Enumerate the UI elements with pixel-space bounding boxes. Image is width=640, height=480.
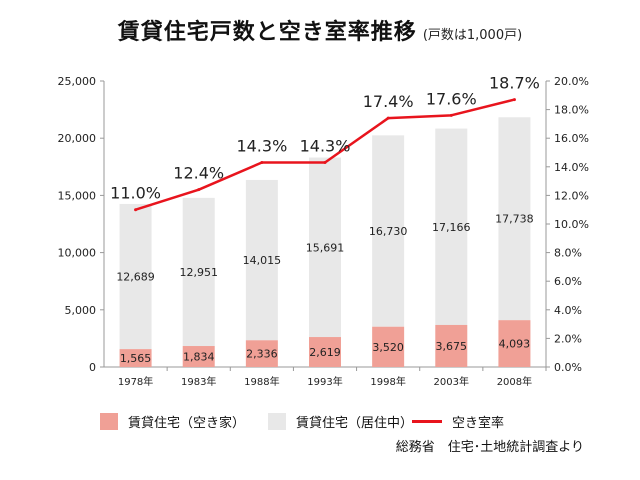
legend-label-occupied: 賃貸住宅（居住中） bbox=[296, 416, 414, 431]
bar-label-occupied: 12,689 bbox=[116, 271, 155, 284]
vacancy-rate-label: 14.3% bbox=[300, 137, 351, 156]
x-tick-label: 1978年 bbox=[118, 375, 153, 388]
bar-label-vacant: 2,336 bbox=[246, 348, 278, 361]
x-tick-label: 1998年 bbox=[370, 375, 405, 388]
y-left-tick-label: 10,000 bbox=[58, 247, 97, 260]
bar-label-vacant: 3,675 bbox=[436, 340, 468, 353]
y-right-tick-label: 6.0% bbox=[554, 275, 582, 288]
x-tick-label: 1993年 bbox=[307, 375, 342, 388]
chart-title-text: 賃貸住宅戸数と空き室率推移 bbox=[117, 20, 417, 45]
vacancy-rate-label: 17.6% bbox=[426, 89, 477, 108]
legend-item-vacant: 賃貸住宅（空き家） bbox=[100, 412, 245, 431]
bar-occupied bbox=[245, 179, 278, 341]
vacancy-rate-label: 14.3% bbox=[236, 137, 287, 156]
bar-occupied bbox=[435, 128, 468, 325]
bar-vacant bbox=[245, 340, 278, 367]
bar-label-vacant: 1,565 bbox=[120, 352, 152, 365]
vacancy-rate-point bbox=[323, 161, 327, 165]
y-right-tick-label: 18.0% bbox=[554, 104, 589, 117]
y-right-tick-label: 2.0% bbox=[554, 332, 582, 345]
bar-occupied bbox=[182, 197, 215, 347]
bar-vacant bbox=[119, 349, 152, 367]
legend-swatch-vacant bbox=[100, 413, 118, 430]
y-right-tick-label: 14.0% bbox=[554, 161, 589, 174]
vacancy-rate-point bbox=[134, 208, 138, 212]
bar-label-occupied: 15,691 bbox=[306, 241, 345, 254]
y-right-tick-label: 0.0% bbox=[554, 361, 582, 374]
y-left-tick-label: 20,000 bbox=[58, 132, 97, 145]
y-left-tick-label: 5,000 bbox=[65, 304, 97, 317]
legend-label-vacancy-rate: 空き室率 bbox=[452, 416, 505, 431]
legend-label-vacant: 賃貸住宅（空き家） bbox=[128, 416, 246, 431]
vacancy-rate-point bbox=[449, 113, 453, 117]
y-left-tick-label: 15,000 bbox=[58, 189, 97, 202]
legend-swatch-occupied bbox=[268, 413, 286, 430]
vacancy-rate-label: 18.7% bbox=[489, 74, 540, 93]
bar-vacant bbox=[498, 320, 531, 367]
vacancy-rate-label: 12.4% bbox=[173, 164, 224, 183]
y-right-tick-label: 16.0% bbox=[554, 132, 589, 145]
vacancy-rate-label: 11.0% bbox=[110, 184, 161, 203]
bar-label-vacant: 1,834 bbox=[183, 351, 215, 364]
vacancy-rate-point bbox=[512, 98, 516, 102]
chart-title: 賃貸住宅戸数と空き室率推移 (戸数は1,000戸) bbox=[0, 14, 640, 46]
source-note: 総務省 住宅･土地統計調査より bbox=[395, 440, 584, 455]
bar-vacant bbox=[372, 326, 405, 367]
bar-occupied bbox=[372, 135, 405, 327]
x-tick-label: 1983年 bbox=[181, 375, 216, 388]
legend: 賃貸住宅（空き家） 賃貸住宅（居住中） 空き室率 bbox=[100, 412, 620, 434]
bar-occupied bbox=[498, 117, 531, 321]
bar-occupied bbox=[119, 203, 152, 350]
y-right-tick-label: 4.0% bbox=[554, 304, 582, 317]
vacancy-rate-label: 17.4% bbox=[363, 92, 414, 111]
bar-label-occupied: 14,015 bbox=[243, 254, 282, 267]
bar-vacant bbox=[309, 337, 341, 367]
x-tick-label: 2008年 bbox=[497, 375, 532, 388]
y-right-tick-label: 20.0% bbox=[554, 75, 589, 88]
legend-item-vacancy-rate: 空き室率 bbox=[412, 412, 504, 431]
bar-label-vacant: 3,520 bbox=[372, 341, 404, 354]
vacancy-rate-point bbox=[260, 161, 264, 165]
vacancy-rate-point bbox=[386, 116, 390, 120]
bar-label-occupied: 17,166 bbox=[432, 221, 471, 234]
bar-label-vacant: 4,093 bbox=[499, 338, 531, 351]
bar-vacant bbox=[182, 346, 215, 367]
bar-vacant bbox=[435, 324, 468, 367]
y-right-tick-label: 8.0% bbox=[554, 247, 582, 260]
chart-subtitle: (戸数は1,000戸) bbox=[422, 28, 523, 43]
y-left-tick-label: 0 bbox=[89, 361, 96, 374]
x-tick-label: 2003年 bbox=[434, 375, 469, 388]
bar-occupied bbox=[309, 157, 341, 338]
bar-label-occupied: 16,730 bbox=[369, 225, 408, 238]
x-tick-label: 1988年 bbox=[244, 375, 279, 388]
y-right-tick-label: 10.0% bbox=[554, 218, 589, 231]
vacancy-rate-point bbox=[197, 188, 201, 192]
legend-swatch-vacancy-rate bbox=[412, 420, 442, 423]
legend-item-occupied: 賃貸住宅（居住中） bbox=[268, 412, 413, 431]
y-right-tick-label: 12.0% bbox=[554, 189, 589, 202]
bar-label-occupied: 12,951 bbox=[179, 266, 218, 279]
bar-label-occupied: 17,738 bbox=[495, 213, 534, 226]
bar-label-vacant: 2,619 bbox=[309, 346, 341, 359]
y-left-tick-label: 25,000 bbox=[58, 75, 97, 88]
